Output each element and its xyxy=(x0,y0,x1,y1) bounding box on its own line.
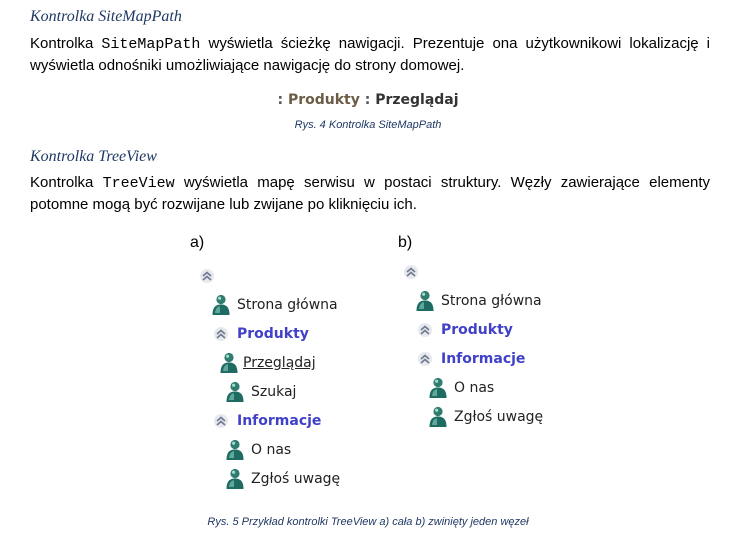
tree-node-strona-glowna[interactable]: Strona główna xyxy=(415,290,542,312)
collapse-chevron-icon[interactable] xyxy=(415,319,435,341)
user-icon xyxy=(225,381,245,403)
tree-node-przegladaj[interactable]: Przeglądaj xyxy=(219,352,316,374)
tree-node-label[interactable]: Produkty xyxy=(237,326,309,342)
treeview-paragraph: Kontrolka TreeView wyświetla mapę serwis… xyxy=(30,172,710,215)
tree-node-label[interactable]: Zgłoś uwagę xyxy=(454,409,544,425)
collapse-chevron-icon[interactable] xyxy=(197,265,217,287)
collapse-chevron-icon[interactable] xyxy=(211,410,231,432)
user-icon xyxy=(428,406,448,428)
tree-node-label[interactable]: Szukaj xyxy=(251,384,297,400)
tree-root-node[interactable] xyxy=(197,265,217,287)
tree-node-o-nas[interactable]: O nas xyxy=(225,439,291,461)
sitemap-current-node: Przeglądaj xyxy=(375,92,459,108)
panel-a-label: a) xyxy=(190,234,205,251)
collapse-chevron-icon[interactable] xyxy=(415,348,435,370)
tree-node-informacje[interactable]: Informacje xyxy=(415,348,525,370)
treeview-heading: Kontrolka TreeView xyxy=(30,148,157,165)
tree-node-produkty[interactable]: Produkty xyxy=(211,323,309,345)
treeview-para-prefix: Kontrolka xyxy=(30,174,103,191)
user-icon xyxy=(211,294,231,316)
tree-node-label[interactable]: Informacje xyxy=(441,351,526,367)
collapse-chevron-icon[interactable] xyxy=(211,323,231,345)
tree-node-zglos-uwage[interactable]: Zgłoś uwagę xyxy=(225,468,340,490)
tree-node-label[interactable]: Produkty xyxy=(441,322,513,338)
tree-node-strona-glowna[interactable]: Strona główna xyxy=(211,294,338,316)
sitemap-para-prefix: Kontrolka xyxy=(30,35,102,52)
figure-5-caption: Rys. 5 Przykład kontrolki TreeView a) ca… xyxy=(207,516,529,528)
sitemap-para-rest: wyświetla ścieżkę nawigacji. Prezentuje … xyxy=(200,35,710,52)
tree-node-label[interactable]: Przeglądaj xyxy=(243,355,316,371)
user-icon xyxy=(415,290,435,312)
sitemap-heading: Kontrolka SiteMapPath xyxy=(30,8,182,25)
tree-node-label[interactable]: Strona główna xyxy=(237,297,338,313)
tree-node-label[interactable]: Zgłoś uwagę xyxy=(251,471,341,487)
user-icon xyxy=(225,439,245,461)
tree-node-label[interactable]: O nas xyxy=(454,380,495,396)
sitemap-separator: : xyxy=(277,92,288,108)
tree-root-node[interactable] xyxy=(401,261,421,283)
sitemap-paragraph: Kontrolka SiteMapPath wyświetla ścieżkę … xyxy=(30,33,710,76)
tree-node-szukaj[interactable]: Szukaj xyxy=(225,381,296,403)
sitemap-para-line2: wyświetla odnośniki umożliwiające nawiga… xyxy=(30,57,465,74)
figure-4-caption: Rys. 4 Kontrolka SiteMapPath xyxy=(294,119,442,131)
treeview-para-rest: wyświetla mapę serwisu w postaci struktu… xyxy=(174,174,710,191)
sitemappath-demo: : Produkty : Przeglądaj xyxy=(0,92,736,108)
tree-node-zglos-uwage[interactable]: Zgłoś uwagę xyxy=(428,406,543,428)
tree-node-produkty[interactable]: Produkty xyxy=(415,319,513,341)
user-icon xyxy=(219,352,239,374)
tree-node-o-nas[interactable]: O nas xyxy=(428,377,494,399)
treeview-para-code: TreeView xyxy=(102,175,175,192)
user-icon xyxy=(428,377,448,399)
tree-node-label[interactable]: Strona główna xyxy=(441,293,542,309)
sitemap-parent-link[interactable]: Produkty xyxy=(287,92,360,108)
panel-b-label: b) xyxy=(398,234,413,251)
sitemap-separator: : xyxy=(359,92,376,108)
treeview-para-line2: potomne mogą być rozwijane lub zwijane p… xyxy=(30,196,417,213)
tree-node-label[interactable]: Informacje xyxy=(237,413,322,429)
collapse-chevron-icon[interactable] xyxy=(401,261,421,283)
user-icon xyxy=(225,468,245,490)
tree-node-label[interactable]: O nas xyxy=(251,442,292,458)
sitemap-para-code: SiteMapPath xyxy=(101,36,201,53)
tree-node-informacje[interactable]: Informacje xyxy=(211,410,321,432)
